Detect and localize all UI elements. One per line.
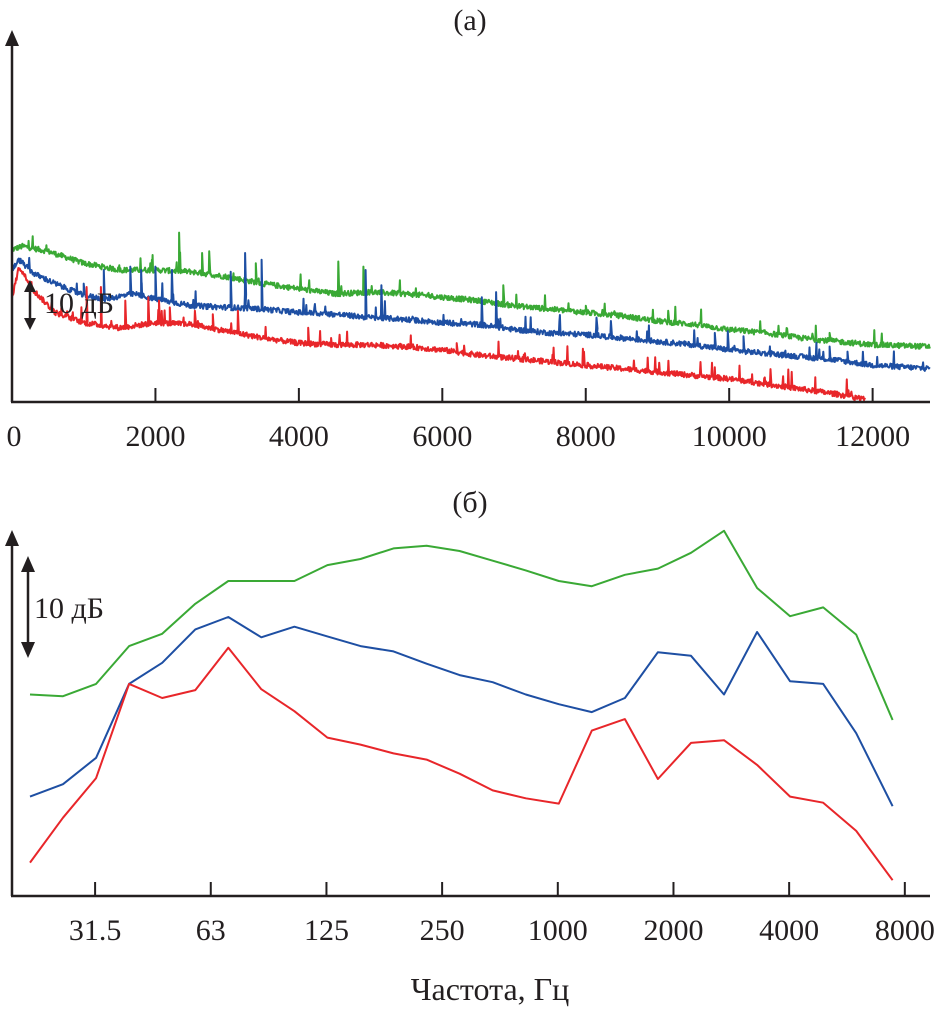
panel-b-x-tick-label: 1000: [528, 914, 588, 947]
panel-b-x-tick-label: 125: [304, 914, 349, 947]
panel-a-scale-bar-label: 10 дБ: [44, 287, 114, 320]
panel-b-x-tick-label: 31.5: [69, 914, 122, 947]
panel-b-series-blue: [29, 616, 894, 807]
panel-a-y-axis-arrow-icon: [5, 30, 19, 46]
panel-b-scale-bar: 10 дБ: [21, 556, 104, 658]
panel-a-series-red: [11, 267, 867, 402]
panel-a-x-ticks: 0 2000 4000 6000 8000 10000 12000: [7, 388, 910, 453]
panel-b-series: [29, 529, 894, 881]
panel-b-x-axis-label: Частота, Гц: [411, 971, 570, 1007]
panel-a-series: [11, 231, 931, 402]
panel-b: (б) 31.5 63 125 250 1000 2000 4000 8000 10 дБ Ч…: [5, 486, 935, 1007]
panel-a-x-tick-label: 4000: [269, 420, 329, 453]
panel-b-y-axis-arrow-icon: [5, 530, 19, 546]
scale-bar-up-arrow-icon: [24, 280, 36, 292]
panel-a-x-tick-label: 2000: [125, 420, 185, 453]
scale-bar-down-arrow-icon: [21, 642, 35, 658]
panel-a-scale-bar: 10 дБ: [24, 280, 114, 330]
panel-b-x-tick-label: 250: [420, 914, 465, 947]
panel-b-x-tick-label: 8000: [875, 914, 935, 947]
panel-a-x-tick-label: 8000: [556, 420, 616, 453]
panel-b-label: (б): [452, 486, 487, 519]
panel-a-x-tick-label: 10000: [692, 420, 767, 453]
panel-b-series-red: [29, 646, 894, 881]
scale-bar-up-arrow-icon: [21, 556, 35, 572]
panel-a-series-green: [11, 231, 931, 350]
scale-bar-down-arrow-icon: [24, 318, 36, 330]
panel-a: (а) 0 2000 4000 6000 8000 10000 12000 10 дБ: [5, 4, 931, 453]
panel-b-x-tick-label: 63: [196, 914, 226, 947]
panel-a-series-blue: [11, 252, 931, 372]
panel-a-x-tick-label: 6000: [412, 420, 472, 453]
panel-a-x-tick-label: 12000: [835, 420, 910, 453]
panel-b-x-ticks: 31.5 63 125 250 1000 2000 4000 8000: [69, 882, 935, 947]
panel-b-scale-bar-label: 10 дБ: [34, 592, 104, 625]
panel-b-x-tick-label: 4000: [759, 914, 819, 947]
panel-a-label: (а): [453, 4, 486, 37]
panel-b-series-green: [29, 529, 894, 721]
panel-a-x-tick-label: 0: [7, 420, 22, 453]
panel-b-x-tick-label: 2000: [643, 914, 703, 947]
